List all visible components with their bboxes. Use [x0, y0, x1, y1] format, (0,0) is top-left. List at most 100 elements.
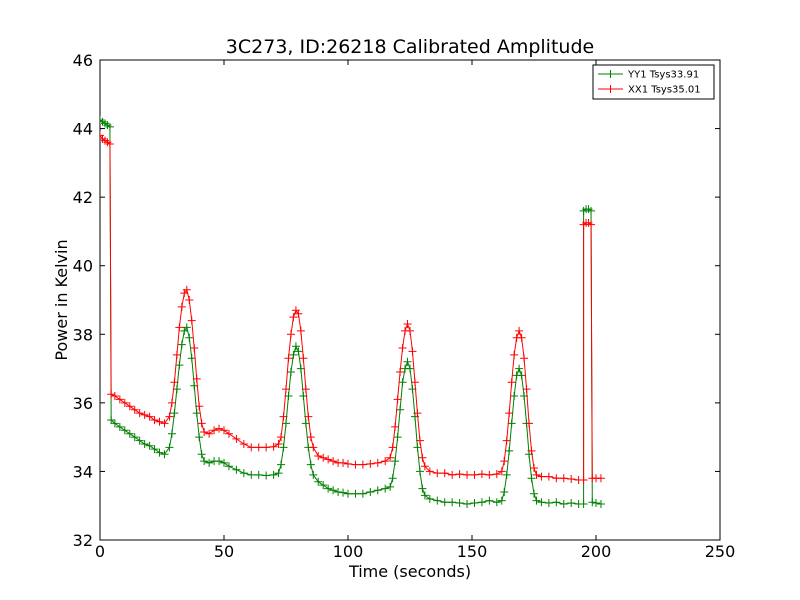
- data-point: [172, 350, 181, 359]
- data-point: [448, 470, 457, 479]
- data-point: [140, 410, 149, 419]
- data-point: [177, 302, 186, 311]
- data-point: [115, 422, 124, 431]
- data-point: [165, 412, 174, 421]
- data-point: [527, 474, 536, 483]
- data-point: [329, 486, 338, 495]
- data-point: [301, 385, 310, 394]
- data-point: [415, 467, 424, 476]
- data-point: [247, 443, 256, 452]
- data-point: [239, 469, 248, 478]
- data-point: [165, 443, 174, 452]
- data-point: [195, 402, 204, 411]
- data-point: [319, 481, 328, 490]
- data-point: [398, 344, 407, 352]
- legend-marker: [606, 70, 615, 78]
- data-point: [532, 496, 541, 505]
- data-point: [200, 457, 209, 466]
- data-point: [319, 453, 328, 462]
- data-point: [279, 443, 288, 452]
- data-point: [306, 433, 315, 442]
- data-point: [301, 419, 310, 428]
- data-point: [579, 476, 588, 484]
- data-point: [314, 452, 323, 460]
- data-point: [567, 498, 576, 507]
- data-point: [517, 333, 526, 342]
- data-point: [386, 453, 395, 462]
- data-point: [510, 350, 519, 359]
- data-point: [596, 474, 605, 483]
- y-tick-label: 44: [73, 120, 93, 139]
- data-point: [433, 469, 442, 478]
- data-point: [406, 326, 414, 335]
- data-point: [324, 455, 333, 464]
- data-point: [190, 344, 199, 352]
- data-point: [537, 498, 546, 507]
- data-point: [477, 498, 486, 507]
- x-tick-label: 250: [705, 542, 736, 561]
- series-line: [100, 135, 601, 481]
- data-point: [497, 467, 506, 476]
- data-point: [408, 347, 417, 356]
- data-point: [398, 378, 407, 387]
- data-point: [537, 472, 546, 481]
- data-point: [215, 424, 224, 433]
- data-point: [520, 354, 529, 363]
- data-point: [403, 357, 412, 366]
- x-tick-label: 50: [214, 542, 234, 561]
- data-point: [507, 419, 516, 428]
- data-point: [470, 498, 479, 507]
- series-xx1: [100, 131, 605, 484]
- data-point: [351, 460, 360, 469]
- data-point: [393, 433, 402, 442]
- data-point: [279, 412, 288, 421]
- data-point: [544, 498, 553, 507]
- y-tick-label: 42: [73, 188, 93, 207]
- data-point: [306, 460, 315, 469]
- data-point: [232, 465, 241, 474]
- data-point: [587, 206, 596, 215]
- data-point: [309, 470, 318, 479]
- data-point: [239, 440, 248, 448]
- data-point: [381, 457, 390, 466]
- y-tick-label: 40: [73, 257, 93, 276]
- data-point: [160, 450, 169, 459]
- data-point: [522, 385, 531, 394]
- x-axis-label: Time (seconds): [348, 562, 471, 581]
- data-point: [391, 457, 400, 466]
- data-point: [463, 470, 472, 479]
- data-point: [344, 459, 352, 468]
- data-point: [500, 488, 509, 496]
- data-point: [492, 470, 501, 479]
- data-point: [110, 392, 119, 400]
- data-point: [105, 122, 114, 131]
- data-point: [175, 361, 184, 370]
- data-point: [220, 458, 228, 467]
- data-point: [391, 422, 400, 431]
- data-point: [224, 429, 233, 438]
- data-point: [282, 419, 290, 428]
- data-point: [448, 498, 457, 507]
- data-point: [286, 368, 295, 376]
- data-point: [309, 443, 318, 452]
- data-point: [145, 412, 154, 421]
- data-point: [296, 364, 305, 373]
- data-point: [274, 440, 283, 448]
- data-point: [455, 498, 464, 507]
- data-point: [296, 326, 305, 335]
- data-point: [455, 470, 464, 479]
- data-point: [396, 368, 405, 376]
- data-point: [418, 484, 427, 493]
- data-point: [277, 433, 286, 442]
- data-point: [396, 405, 405, 414]
- data-point: [314, 477, 323, 486]
- data-point: [339, 458, 348, 467]
- data-point: [500, 457, 509, 466]
- data-point: [160, 419, 169, 428]
- data-point: [155, 417, 164, 426]
- data-point: [192, 374, 201, 383]
- data-point: [105, 140, 114, 148]
- data-point: [187, 354, 196, 363]
- data-point: [510, 392, 519, 400]
